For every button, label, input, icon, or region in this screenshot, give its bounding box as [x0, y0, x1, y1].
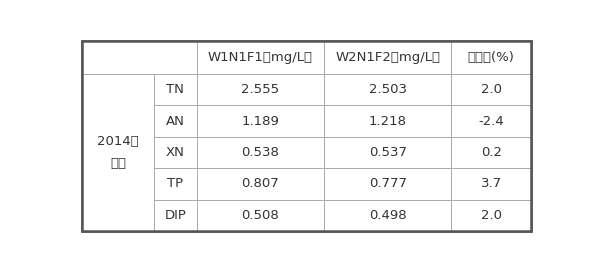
Bar — [451, 41, 531, 74]
Bar — [324, 41, 451, 74]
Bar — [82, 74, 154, 231]
Text: 0.2: 0.2 — [481, 146, 502, 159]
Bar — [154, 137, 197, 168]
Bar — [154, 105, 197, 137]
Text: XN: XN — [166, 146, 185, 159]
Bar — [197, 168, 324, 200]
Text: 2.503: 2.503 — [368, 83, 407, 96]
Bar — [154, 200, 197, 231]
Bar — [197, 74, 324, 105]
Bar — [197, 137, 324, 168]
Bar — [324, 105, 451, 137]
Bar — [324, 74, 451, 105]
Text: 2014年: 2014年 — [97, 134, 139, 148]
Bar — [154, 168, 197, 200]
Text: 1.218: 1.218 — [368, 115, 407, 128]
Text: 0.807: 0.807 — [242, 178, 279, 190]
Bar — [451, 200, 531, 231]
Text: W1N1F1（mg/L）: W1N1F1（mg/L） — [208, 51, 313, 64]
Text: 1.189: 1.189 — [242, 115, 279, 128]
Bar — [451, 168, 531, 200]
Text: 0.537: 0.537 — [368, 146, 407, 159]
Text: 2.0: 2.0 — [481, 83, 502, 96]
Text: 0.508: 0.508 — [242, 209, 279, 222]
Text: AN: AN — [166, 115, 185, 128]
Text: TN: TN — [166, 83, 184, 96]
Text: 0.777: 0.777 — [368, 178, 407, 190]
Text: 削减率(%): 削减率(%) — [468, 51, 515, 64]
Text: 0.538: 0.538 — [242, 146, 279, 159]
Bar — [197, 41, 324, 74]
Text: W2N1F2（mg/L）: W2N1F2（mg/L） — [335, 51, 440, 64]
Bar — [324, 168, 451, 200]
Text: 2.0: 2.0 — [481, 209, 502, 222]
Bar — [197, 200, 324, 231]
Bar — [451, 105, 531, 137]
Bar — [154, 74, 197, 105]
Bar — [324, 137, 451, 168]
Bar — [82, 41, 197, 74]
Text: DIP: DIP — [164, 209, 187, 222]
Bar — [324, 200, 451, 231]
Bar — [197, 105, 324, 137]
Text: 2.555: 2.555 — [241, 83, 279, 96]
Text: -2.4: -2.4 — [478, 115, 504, 128]
Bar — [451, 74, 531, 105]
Text: 早稼: 早稼 — [110, 157, 126, 170]
Text: 0.498: 0.498 — [369, 209, 407, 222]
Text: TP: TP — [167, 178, 184, 190]
Bar — [451, 137, 531, 168]
Text: 3.7: 3.7 — [481, 178, 502, 190]
